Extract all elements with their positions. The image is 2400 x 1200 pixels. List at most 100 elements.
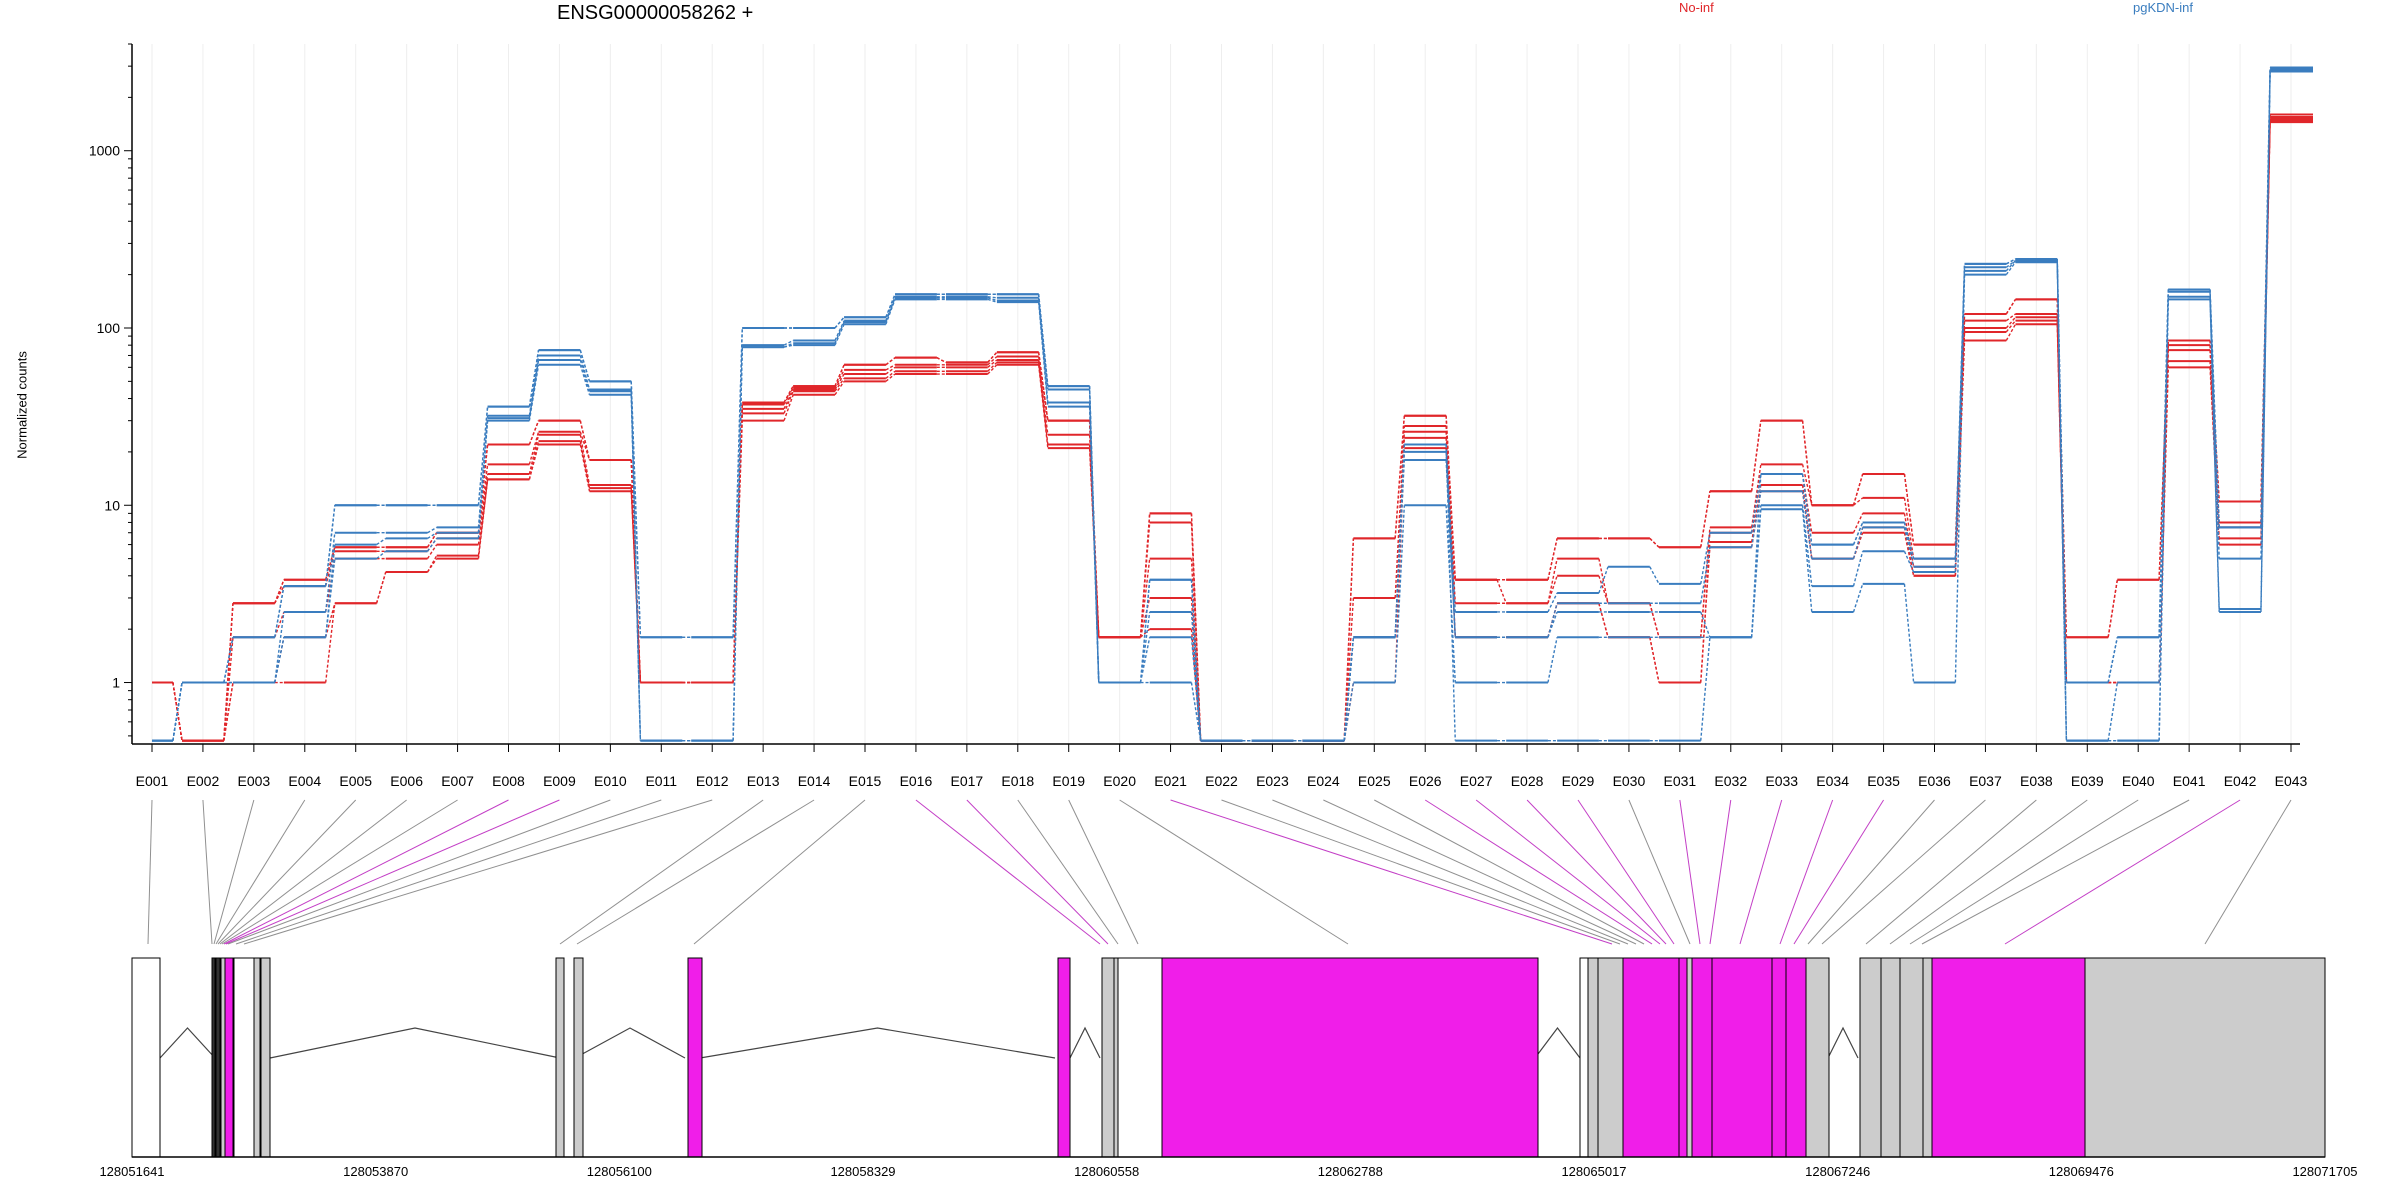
data-connector <box>1750 484 1762 543</box>
data-connector <box>1088 389 1100 683</box>
data-connector <box>1750 473 1762 533</box>
exon-connector <box>215 799 306 945</box>
exon-block <box>1931 957 2086 1158</box>
exon-connector <box>1889 799 2088 945</box>
data-connector <box>223 603 234 741</box>
data-connector <box>2209 345 2220 523</box>
data-connector <box>528 350 540 407</box>
data-connector <box>1394 444 1406 638</box>
data-connector <box>1190 579 1202 741</box>
x-tick-label: E016 <box>900 773 933 789</box>
x-tick-label: E008 <box>492 773 525 789</box>
data-connector <box>2005 258 2016 265</box>
data-connector <box>579 441 591 489</box>
data-connector <box>987 364 998 375</box>
data-connector <box>1598 603 1609 638</box>
data-connector <box>834 373 845 390</box>
data-connector <box>1700 527 1711 638</box>
data-connector <box>1343 538 1355 741</box>
data-connector <box>426 538 438 552</box>
data-connector <box>2005 323 2017 341</box>
data-connector <box>834 369 845 389</box>
x-tick-label: E042 <box>2224 773 2257 789</box>
exon-block <box>233 957 255 1158</box>
data-connector <box>528 434 540 475</box>
data-connector <box>1547 603 1558 638</box>
data-connector <box>1750 420 1762 492</box>
data-connector <box>1190 513 1202 741</box>
data-connector <box>1445 415 1456 580</box>
data-connector <box>630 389 642 741</box>
data-connector <box>1343 637 1355 741</box>
data-connector <box>426 555 438 573</box>
x-tick-label: E004 <box>288 773 321 789</box>
exon-connector <box>1739 799 1783 945</box>
data-connector <box>1445 444 1456 741</box>
x-tick-label: E041 <box>2173 773 2206 789</box>
exon-connector <box>1475 799 1661 945</box>
data-connector <box>2158 289 2169 638</box>
data-connector <box>2260 114 2271 502</box>
data-connector <box>630 381 642 638</box>
exon-connector <box>1374 799 1645 945</box>
exon-block <box>1805 957 1830 1158</box>
data-connector <box>579 355 591 390</box>
data-connector <box>885 293 896 318</box>
exon-block <box>555 957 565 1158</box>
genomic-tick-label: 128069476 <box>2049 1164 2114 1179</box>
data-connector <box>1649 537 1660 548</box>
x-tick-label: E009 <box>543 773 576 789</box>
data-connector <box>1037 359 1049 435</box>
x-tick-label: E039 <box>2071 773 2104 789</box>
intron-line <box>1069 1026 1101 1059</box>
intron-line <box>269 1027 561 1059</box>
series-no-inf <box>152 115 2313 742</box>
data-connector <box>1394 415 1406 539</box>
data-connector <box>579 364 591 395</box>
genomic-tick-label: 128062788 <box>1318 1164 1383 1179</box>
data-connector <box>1649 566 1660 585</box>
data-connector <box>2209 299 2220 613</box>
data-connector <box>1547 592 1558 613</box>
exon-connector <box>1170 799 1613 945</box>
data-connector <box>1343 597 1355 741</box>
data-connector <box>1547 575 1558 604</box>
intron-line <box>574 1027 686 1059</box>
exon-block <box>1686 957 1693 1158</box>
exon-block <box>215 957 221 1158</box>
exon-block <box>1597 957 1624 1158</box>
data-connector <box>1903 473 1915 545</box>
y-tick-label: 1 <box>112 675 120 691</box>
x-tick-label: E013 <box>747 773 780 789</box>
data-connector <box>274 611 285 638</box>
data-connector <box>375 571 387 604</box>
exon-connector <box>1909 799 2139 945</box>
data-connector <box>834 364 845 387</box>
exon-block <box>1113 957 1119 1158</box>
intron-line <box>699 1027 1056 1059</box>
data-connector <box>630 485 642 683</box>
data-connector <box>885 366 896 375</box>
data-connector <box>834 321 845 344</box>
data-connector <box>477 479 489 556</box>
exon-connector <box>1779 799 1834 945</box>
data-connector <box>1700 547 1711 604</box>
data-connector <box>2209 367 2220 545</box>
data-connector <box>528 364 540 421</box>
exon-connector <box>221 799 458 945</box>
data-connector <box>1547 637 1558 683</box>
data-connector <box>783 389 794 410</box>
exon-block <box>1859 957 1882 1158</box>
legend-item-pgkdn-inf: pgKDN-inf <box>2133 0 2193 15</box>
data-connector <box>1801 509 1813 613</box>
data-connector <box>1394 505 1406 683</box>
data-connector <box>732 402 743 683</box>
exon-connector <box>1679 799 1701 945</box>
x-tick-label: E034 <box>1816 773 1849 789</box>
data-connector <box>1139 558 1151 638</box>
data-connector <box>324 551 336 587</box>
x-tick-label: E037 <box>1969 773 2002 789</box>
data-connector <box>2005 313 2016 322</box>
x-tick-label: E020 <box>1103 773 1136 789</box>
data-connector <box>274 585 285 604</box>
